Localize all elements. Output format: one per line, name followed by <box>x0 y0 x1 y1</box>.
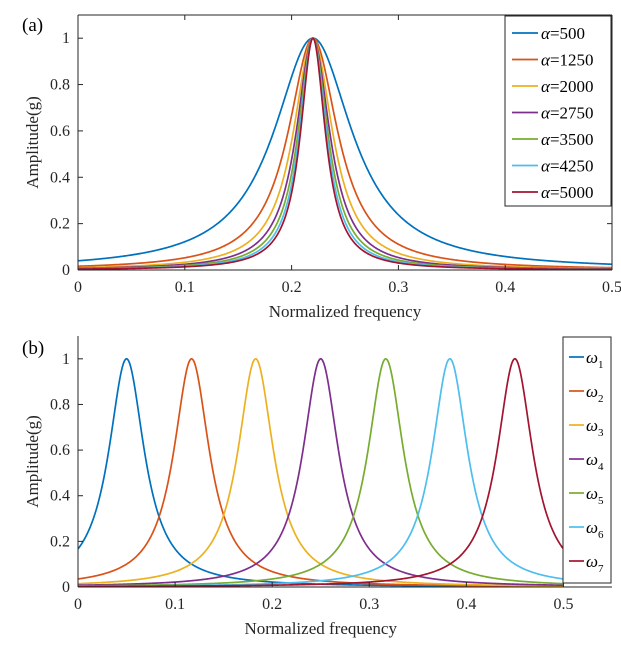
legend-entry: ω6 <box>586 518 604 541</box>
x-tick-label: 0.4 <box>456 596 476 613</box>
curves <box>78 357 565 587</box>
x-tick-label: 0.2 <box>282 279 302 296</box>
series-line-4 <box>78 357 564 587</box>
curves <box>78 37 612 270</box>
legend-entry: α=2000 <box>541 77 594 96</box>
legend-entry: ω2 <box>586 382 604 405</box>
legend-box <box>504 15 612 207</box>
series-line-2 <box>78 357 564 587</box>
x-tick-label: 0.3 <box>359 596 379 613</box>
legend-entry: ω1 <box>586 348 604 371</box>
panel-label: (a) <box>22 15 43 36</box>
y-axis-label: Amplitude(g) <box>23 415 42 508</box>
panel-b: 0 0.1 0.2 0.3 0.4 0.5 0 0.2 0.4 0.6 0.8 1 Normalized… <box>22 336 612 638</box>
y-tick-label: 0.6 <box>50 123 70 140</box>
x-tick-label: 0.1 <box>165 596 185 613</box>
legend: α=500 α=1250 α=2000 α=2750 α=3500 α=4250 α=500… <box>504 15 612 207</box>
series-line-1 <box>78 357 564 587</box>
y-tick-label: 1 <box>62 30 70 47</box>
x-axis-label: Normalized frequency <box>269 302 422 321</box>
x-tick-label: 0.3 <box>388 279 408 296</box>
legend-entry: α=5000 <box>541 183 594 202</box>
y-tick-label: 0.2 <box>50 533 70 550</box>
legend-entry: α=3500 <box>541 130 594 149</box>
series-line-5 <box>78 357 564 587</box>
x-tick-label: 0.4 <box>495 279 515 296</box>
x-tick-label: 0.5 <box>602 279 621 296</box>
legend-entry: α=500 <box>541 24 585 43</box>
y-tick-label: 0 <box>62 579 70 596</box>
y-tick-label: 0.4 <box>50 169 70 186</box>
y-tick-label: 0.8 <box>50 396 70 413</box>
x-tick-label: 0.1 <box>175 279 195 296</box>
y-axis-label: Amplitude(g) <box>23 96 42 189</box>
series-line-7 <box>78 37 612 270</box>
x-tick-label: 0 <box>74 279 82 296</box>
legend-entry: ω7 <box>586 552 604 575</box>
y-tick-label: 0 <box>62 262 70 279</box>
y-tick-label: 0.8 <box>50 77 70 94</box>
y-tick-label: 1 <box>62 351 70 368</box>
legend-entry: ω4 <box>586 450 604 473</box>
legend-entry: ω5 <box>586 484 604 507</box>
panel-label: (b) <box>22 338 44 359</box>
x-tick-label: 0.2 <box>262 596 282 613</box>
legend-entry: α=2750 <box>541 104 594 123</box>
series-line-3 <box>78 357 564 587</box>
series-line-7 <box>78 357 565 587</box>
x-axis-label: Normalized frequency <box>245 619 398 638</box>
legend: ω1 ω2 ω3 ω4 ω5 ω6 ω7 <box>562 336 612 584</box>
legend-entry: ω3 <box>586 416 604 439</box>
x-tick-label: 0 <box>74 596 82 613</box>
series-line-1 <box>78 37 612 266</box>
legend-box <box>562 336 612 584</box>
y-tick-label: 0.6 <box>50 442 70 459</box>
legend-entry: α=1250 <box>541 51 594 70</box>
y-tick-label: 0.2 <box>50 216 70 233</box>
legend-entry: α=4250 <box>541 157 594 176</box>
series-line-6 <box>78 357 564 587</box>
series-line-2 <box>78 37 612 269</box>
panel-a: 0 0.1 0.2 0.3 0.4 0.5 0 0.2 0.4 0.6 0.8 1 Normalized… <box>22 14 621 321</box>
x-tick-label: 0.5 <box>553 596 573 613</box>
y-tick-label: 0.4 <box>50 488 70 505</box>
